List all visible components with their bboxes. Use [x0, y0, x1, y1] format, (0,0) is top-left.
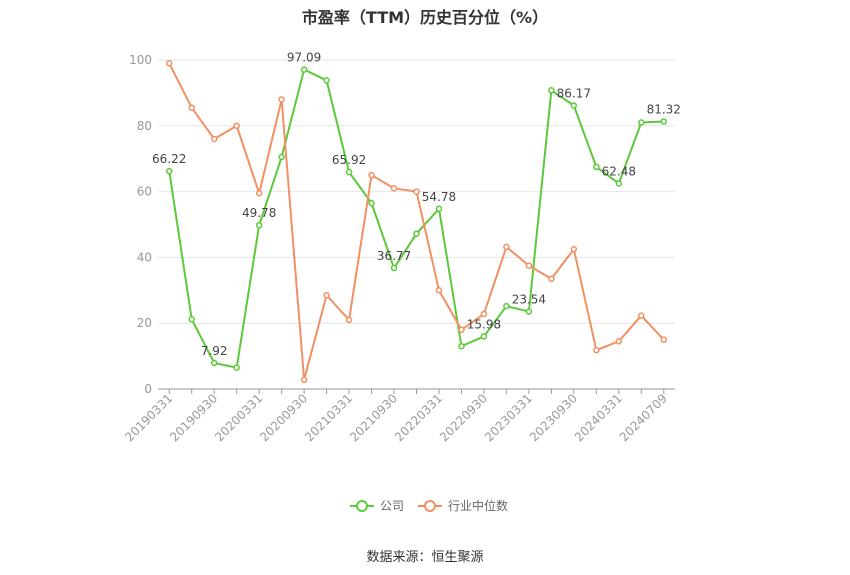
x-tick-label: 20220930 — [437, 391, 490, 444]
x-tick-label: 20230930 — [527, 391, 580, 444]
data-label: 23.54 — [512, 293, 546, 307]
data-point — [570, 245, 578, 253]
data-point — [300, 66, 308, 73]
data-label: 36.77 — [377, 249, 411, 263]
data-label: 86.17 — [557, 87, 591, 101]
legend-label[interactable]: 公司 — [380, 499, 404, 513]
data-label: 49.78 — [242, 206, 276, 220]
data-label: 7.92 — [201, 344, 228, 358]
data-point — [548, 275, 555, 283]
data-point — [525, 262, 533, 269]
legend-marker[interactable] — [356, 500, 368, 512]
x-tick-label: 20220331 — [392, 391, 445, 444]
source-note: 数据来源：恒生聚源 — [366, 550, 484, 565]
data-point — [615, 338, 623, 345]
legend-label[interactable]: 行业中位数 — [448, 498, 508, 513]
data-point — [413, 230, 420, 237]
data-point — [458, 326, 465, 334]
data-label: 65.92 — [332, 153, 366, 167]
data-point — [323, 291, 330, 299]
y-tick-label: 100 — [129, 53, 152, 67]
data-point — [660, 336, 668, 343]
data-point — [638, 312, 645, 319]
data-point — [548, 87, 555, 94]
data-point — [368, 171, 375, 179]
x-tick-label: 20190930 — [167, 391, 220, 444]
data-point — [503, 302, 510, 310]
y-tick-label: 60 — [137, 185, 152, 199]
data-point — [368, 199, 375, 207]
x-tick-label: 20210930 — [347, 391, 400, 444]
data-point — [165, 60, 173, 67]
data-point — [255, 221, 263, 229]
data-point — [390, 185, 398, 192]
data-point — [345, 316, 353, 324]
x-tick-label: 20240331 — [572, 391, 625, 444]
x-tick-label: 20190331 — [122, 391, 175, 444]
chart-title: 市盈率（TTM）历史百分位（%） — [301, 8, 549, 27]
data-point — [435, 205, 443, 213]
data-point — [458, 342, 465, 350]
data-point — [323, 77, 330, 84]
data-label: 54.78 — [422, 190, 456, 204]
data-point — [278, 96, 285, 103]
data-point — [435, 287, 443, 294]
data-point — [615, 180, 623, 187]
x-tick-label: 20240709 — [617, 391, 670, 444]
series-lines — [165, 60, 668, 384]
y-tick-label: 0 — [144, 382, 152, 396]
data-point — [278, 153, 285, 161]
data-point — [300, 376, 308, 384]
data-point — [390, 264, 398, 272]
data-point — [233, 364, 240, 371]
x-tick-label: 20210331 — [302, 391, 355, 444]
y-tick-label: 80 — [137, 119, 152, 133]
legend[interactable]: 公司 行业中位数 — [350, 498, 508, 513]
x-tick-label: 20200930 — [257, 391, 310, 444]
data-point — [210, 359, 218, 367]
data-label: 81.32 — [647, 102, 681, 116]
data-point — [570, 102, 578, 109]
data-label: 97.09 — [287, 51, 321, 65]
data-point — [593, 163, 600, 171]
data-point — [525, 308, 533, 315]
data-point — [255, 189, 263, 197]
data-label: 66.22 — [152, 152, 186, 166]
data-label: 62.48 — [602, 164, 636, 178]
data-point — [165, 167, 173, 175]
x-tick-label: 20200331 — [212, 391, 265, 444]
data-label: 15.98 — [467, 317, 501, 331]
data-point — [413, 188, 420, 195]
x-tick-label: 20230331 — [482, 391, 535, 444]
data-labels: 66.22 7.92 49.78 97.09 65.92 36.77 54.78 15.98 2… — [152, 51, 681, 358]
data-point — [233, 122, 240, 130]
legend-marker[interactable] — [424, 500, 436, 512]
y-tick-label: 40 — [137, 250, 152, 264]
data-point — [503, 243, 510, 251]
data-point — [593, 346, 600, 354]
y-tick-label: 20 — [137, 316, 152, 330]
data-point — [188, 104, 195, 111]
data-point — [210, 135, 218, 143]
data-point — [188, 316, 195, 323]
data-point — [480, 310, 488, 318]
data-point — [345, 168, 353, 176]
data-point — [480, 333, 488, 340]
series-line-2 — [168, 62, 665, 381]
data-point — [638, 119, 645, 126]
data-point — [660, 118, 668, 125]
